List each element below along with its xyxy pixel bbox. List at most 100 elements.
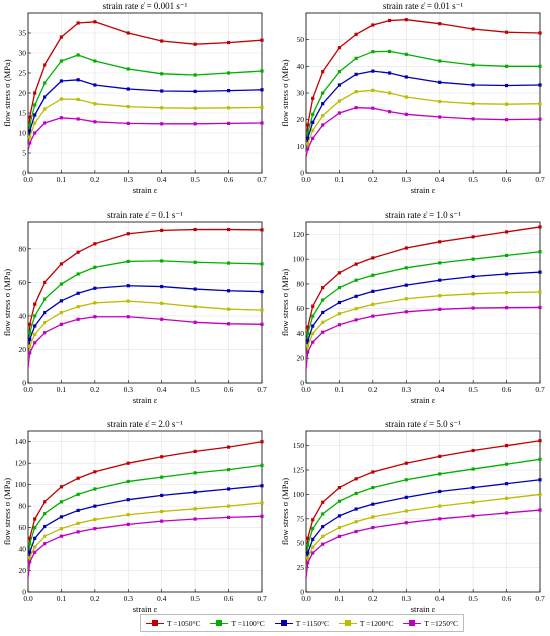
data-point xyxy=(404,283,408,287)
data-point xyxy=(504,482,509,486)
x-tick-label: 0.5 xyxy=(190,594,200,603)
y-tick-label: 5 xyxy=(22,149,26,158)
data-point xyxy=(43,534,47,538)
data-point xyxy=(438,80,442,84)
x-tick-label: 0.0 xyxy=(301,175,311,184)
data-point xyxy=(387,71,392,75)
data-point xyxy=(471,292,475,296)
data-point xyxy=(538,31,542,35)
data-point xyxy=(504,272,509,276)
data-point xyxy=(226,307,231,311)
x-tick-label: 0.7 xyxy=(257,175,267,184)
legend-swatch xyxy=(338,620,357,627)
data-point xyxy=(337,323,342,327)
data-point xyxy=(59,310,64,315)
x-tick-label: 0.7 xyxy=(535,385,545,394)
data-point xyxy=(504,444,509,448)
y-tick-label: 40 xyxy=(297,329,305,338)
data-point xyxy=(538,250,542,254)
y-tick-label: 20 xyxy=(19,566,27,575)
series-line xyxy=(305,306,541,370)
data-point xyxy=(404,509,408,513)
data-point xyxy=(538,439,542,443)
legend-label: T =1200°C xyxy=(359,618,394,628)
data-point xyxy=(337,83,342,87)
series-line xyxy=(305,19,541,147)
data-point xyxy=(43,321,47,325)
y-tick-label: 100 xyxy=(293,490,305,499)
y-axis-label: flow stress σ (MPa) xyxy=(280,59,290,126)
series-line xyxy=(305,493,541,577)
x-tick-label: 0.0 xyxy=(301,385,311,394)
data-point xyxy=(321,114,325,118)
data-point xyxy=(193,471,197,475)
series-line xyxy=(305,89,541,155)
x-tick-label: 0.4 xyxy=(157,594,167,603)
data-point xyxy=(28,344,32,348)
data-point xyxy=(504,511,509,515)
data-point xyxy=(306,344,310,348)
series-line xyxy=(305,107,541,158)
data-point xyxy=(93,20,97,24)
series-line xyxy=(27,54,263,142)
legend-label: T =1150°C xyxy=(295,618,329,628)
data-point xyxy=(193,73,197,77)
data-point xyxy=(226,106,231,110)
data-point xyxy=(404,478,408,482)
y-tick-label: 50 xyxy=(297,539,305,548)
data-point xyxy=(43,524,47,529)
data-point xyxy=(193,449,197,453)
data-point xyxy=(193,89,197,93)
data-point xyxy=(193,490,197,494)
series-line xyxy=(27,502,263,576)
data-point xyxy=(160,475,164,479)
data-point xyxy=(337,271,342,275)
data-point xyxy=(311,526,315,531)
x-tick-label: 0.3 xyxy=(124,385,134,394)
y-tick-label: 20 xyxy=(297,354,305,363)
data-point xyxy=(471,102,475,106)
data-point xyxy=(160,301,164,305)
data-point xyxy=(321,286,325,290)
data-point xyxy=(59,97,64,101)
data-point xyxy=(471,27,475,31)
x-tick-label: 0.3 xyxy=(402,594,412,603)
legend-swatch xyxy=(145,620,164,627)
data-point xyxy=(76,117,80,121)
y-tick-label: 150 xyxy=(293,441,305,450)
series-line xyxy=(27,228,263,358)
plot-frame xyxy=(27,430,263,593)
x-tick-label: 0.3 xyxy=(124,175,134,184)
plot-frame xyxy=(305,221,541,384)
data-point xyxy=(354,106,358,110)
data-point xyxy=(28,123,32,127)
x-tick-label: 0.2 xyxy=(368,175,378,184)
data-point xyxy=(354,529,358,534)
data-point xyxy=(438,454,442,458)
data-point xyxy=(321,102,325,106)
x-tick-label: 0.7 xyxy=(535,175,545,184)
data-point xyxy=(226,71,231,75)
data-point xyxy=(93,315,97,319)
data-point xyxy=(260,322,264,326)
data-point xyxy=(471,117,475,121)
series-line xyxy=(27,316,263,368)
y-tick-label: 60 xyxy=(297,304,305,313)
data-point xyxy=(438,517,442,521)
data-point xyxy=(321,534,325,538)
y-tick-label: 40 xyxy=(297,62,305,71)
data-point xyxy=(260,308,264,312)
x-tick-label: 0.5 xyxy=(468,175,478,184)
y-tick-label: 10 xyxy=(19,129,27,138)
data-point xyxy=(43,107,47,111)
data-point xyxy=(28,351,32,355)
x-tick-label: 0.0 xyxy=(23,594,33,603)
chart-title: strain rate ε̇ = 1.0 s⁻¹ xyxy=(385,210,461,220)
data-point xyxy=(404,461,408,465)
y-tick-label: 100 xyxy=(293,255,305,264)
x-tick-label: 0.6 xyxy=(502,385,512,394)
data-point xyxy=(337,300,342,305)
data-point xyxy=(43,542,47,546)
chart-panel: 0.0 0.1 0.2 0.3 0.4 0.5 0.6 0.7 0 20 40 60 80 100 120 s… xyxy=(280,210,545,405)
data-point xyxy=(76,272,80,276)
